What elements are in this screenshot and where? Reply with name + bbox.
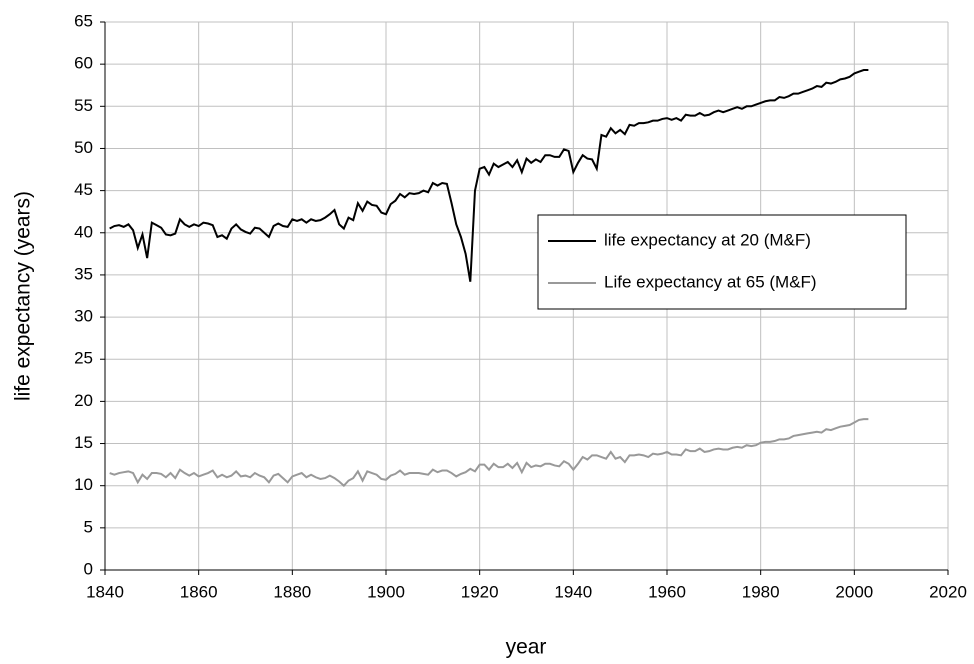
y-tick-label: 25	[74, 349, 93, 368]
y-tick-label: 65	[74, 11, 93, 30]
y-tick-label: 5	[84, 517, 93, 536]
x-tick-label: 1860	[180, 582, 218, 601]
legend-box	[537, 214, 907, 310]
y-axis-title: life expectancy (years)	[12, 191, 35, 401]
x-tick-label: 1960	[648, 582, 686, 601]
x-tick-label: 1900	[367, 582, 405, 601]
x-tick-label: 1980	[742, 582, 780, 601]
y-tick-label: 55	[74, 96, 93, 115]
x-tick-label: 1920	[461, 582, 499, 601]
y-tick-label: 20	[74, 391, 93, 410]
x-tick-label: 1880	[273, 582, 311, 601]
y-tick-label: 35	[74, 264, 93, 283]
x-tick-label: 1940	[554, 582, 592, 601]
y-tick-label: 60	[74, 54, 93, 73]
x-tick-label: 2020	[929, 582, 967, 601]
x-tick-label: 2000	[835, 582, 873, 601]
x-tick-label: 1840	[86, 582, 124, 601]
legend-label: Life expectancy at 65 (M&F)	[604, 272, 817, 291]
x-axis-title: year	[506, 636, 547, 659]
y-tick-label: 40	[74, 222, 93, 241]
legend-label: life expectancy at 20 (M&F)	[604, 230, 811, 249]
y-tick-label: 15	[74, 433, 93, 452]
y-tick-label: 0	[84, 559, 93, 578]
data-line	[109, 69, 869, 282]
y-tick-label: 10	[74, 475, 93, 494]
data-line	[109, 418, 869, 488]
y-tick-label: 45	[74, 180, 93, 199]
y-tick-label: 50	[74, 138, 93, 157]
y-tick-label: 30	[74, 307, 93, 326]
